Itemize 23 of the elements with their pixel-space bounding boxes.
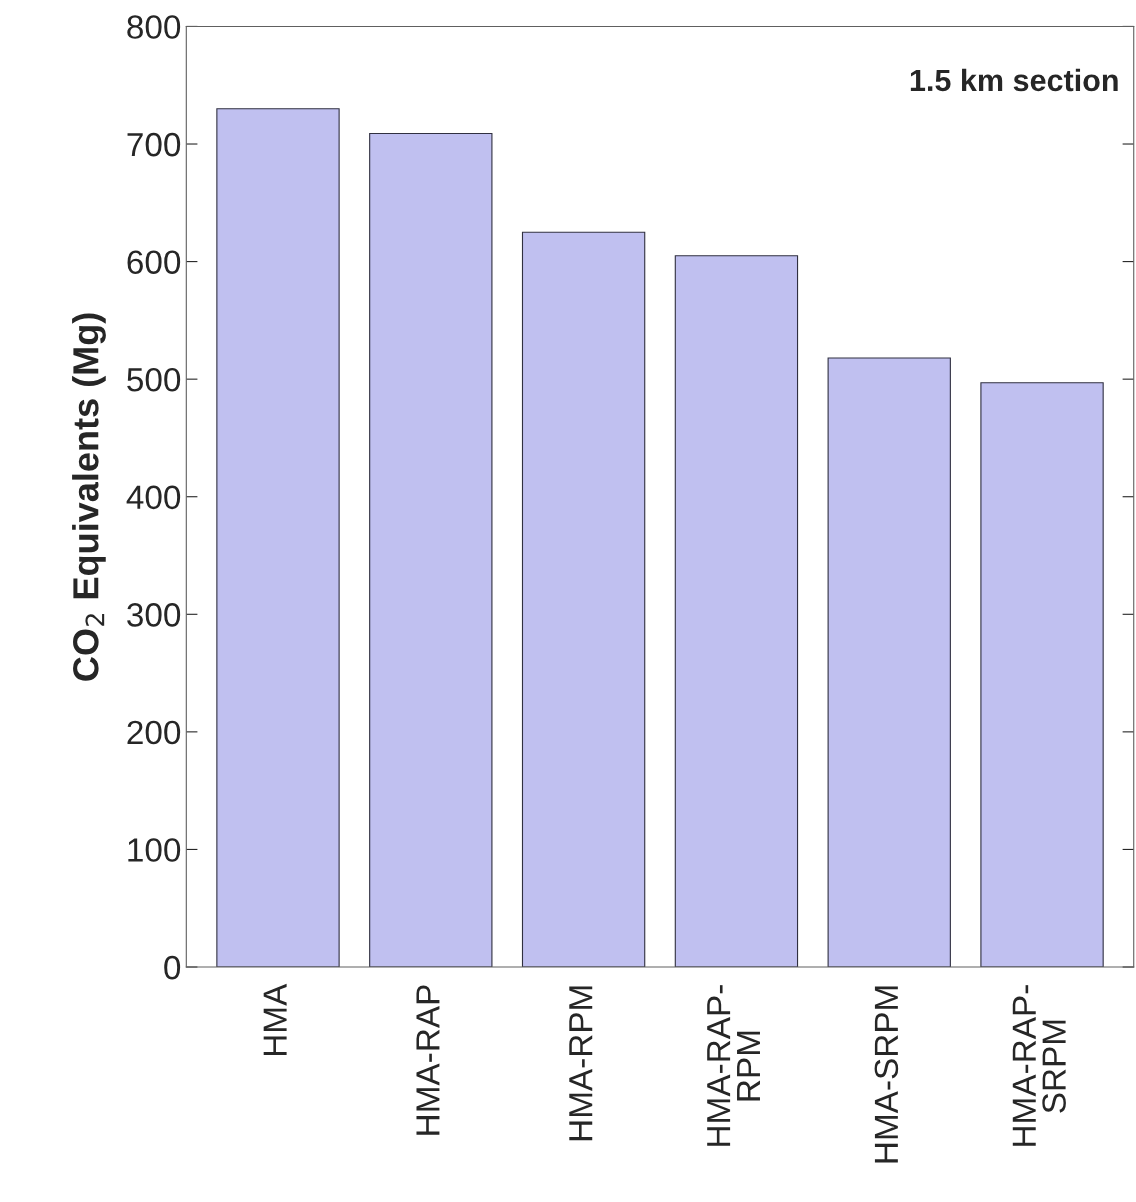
bar (980, 382, 1104, 968)
y-tick-label: 100 (128, 838, 181, 862)
bar (521, 231, 646, 968)
bar (827, 357, 951, 968)
y-tick-label: 400 (126, 485, 181, 510)
x-tick-label: HMA-RAP- RPM (707, 985, 760, 1146)
bar (674, 255, 799, 968)
x-tick-label: HMA-SRPM (874, 986, 899, 1163)
annotation: 1.5 km section (910, 68, 1118, 92)
x-tick-label: HMA (263, 983, 287, 1056)
y-tick-label: 500 (127, 367, 181, 392)
y-tick-label: 300 (127, 603, 181, 627)
y-axis-title: CO$_{2}$ Equivalents (Mg) (72, 313, 106, 681)
y-tick-label: 0 (164, 955, 181, 980)
x-tick-label: HMA-RPM (569, 986, 593, 1141)
y-tick-label: 700 (127, 132, 181, 157)
x-tick-label: HMA-RAP (416, 985, 440, 1135)
x-tick-label: HMA-RAP- SRPM (1012, 985, 1066, 1146)
bar (369, 132, 493, 968)
y-tick-label: 800 (127, 15, 181, 39)
y-tick-label: 600 (127, 250, 181, 274)
y-tick-label: 200 (127, 720, 181, 745)
bar (216, 108, 340, 968)
